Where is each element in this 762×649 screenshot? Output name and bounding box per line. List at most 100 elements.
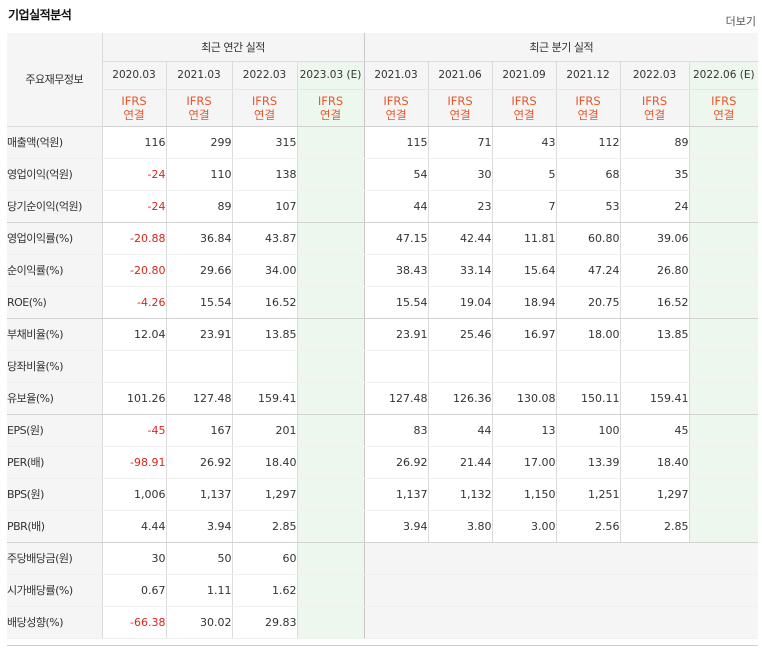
- quarter-period-header: 2021.12: [555, 61, 621, 90]
- annual-value-cell: 30: [101, 542, 166, 575]
- quarter-value-cell: [688, 254, 759, 287]
- quarter-value-cell: 13.39: [555, 446, 621, 479]
- quarter-value-cell: 16.52: [619, 286, 690, 319]
- annual-value-cell: -24: [101, 190, 166, 223]
- quarter-value-cell: 3.80: [427, 510, 493, 543]
- row-label: PER(배): [7, 446, 102, 479]
- accounting-standard-header: IFRS 연결: [491, 89, 557, 127]
- annual-value-cell: 1.62: [231, 574, 297, 607]
- quarter-value-cell: 45: [619, 414, 690, 447]
- quarter-value-cell: [688, 382, 759, 415]
- financial-table: 주요재무정보 최근 연간 실적 최근 분기 실적 2020.03 2021.03 2…: [7, 33, 759, 639]
- annual-value-cell: -24: [101, 158, 166, 191]
- quarter-empty-cell: [363, 542, 759, 575]
- quarter-value-cell: 159.41: [619, 382, 690, 415]
- quarter-value-cell: 44: [427, 414, 493, 447]
- consolidation-type: 연결: [643, 107, 666, 122]
- quarter-value-cell: 15.64: [491, 254, 557, 287]
- annual-value-cell: [296, 478, 365, 511]
- annual-value-cell: 299: [165, 126, 232, 159]
- accounting-standard: IFRS: [251, 93, 278, 108]
- quarter-value-cell: 3.94: [363, 510, 429, 543]
- consolidation-type: 연결: [513, 107, 535, 122]
- quarter-value-cell: 71: [427, 126, 493, 159]
- more-link[interactable]: 더보기: [725, 15, 756, 28]
- quarter-value-cell: 20.75: [555, 286, 621, 319]
- quarter-value-cell: 16.97: [491, 318, 557, 351]
- quarter-value-cell: 18.40: [619, 446, 690, 479]
- annual-value-cell: 30.02: [165, 606, 232, 639]
- annual-value-cell: [296, 542, 365, 575]
- consolidation-type: 연결: [188, 107, 210, 122]
- annual-value-cell: [296, 126, 365, 159]
- quarter-value-cell: 54: [363, 158, 429, 191]
- quarter-value-cell: 33.14: [427, 254, 493, 287]
- annual-value-cell: 1,297: [231, 478, 297, 511]
- row-label: 순이익률(%): [7, 254, 102, 287]
- quarter-value-cell: 126.36: [427, 382, 493, 415]
- consolidation-type: 연결: [713, 107, 735, 122]
- quarter-empty-cell: [363, 574, 759, 607]
- annual-value-cell: 315: [231, 126, 297, 159]
- quarter-value-cell: 115: [363, 126, 429, 159]
- accounting-standard-header: IFRS 연결: [231, 89, 297, 127]
- quarter-group-header: 최근 분기 실적: [363, 33, 759, 62]
- accounting-standard-header: IFRS 연결: [555, 89, 621, 127]
- quarter-value-cell: 3.00: [491, 510, 557, 543]
- accounting-standard: IFRS: [575, 93, 601, 108]
- accounting-standard: IFRS: [317, 93, 344, 108]
- quarter-value-cell: 13: [491, 414, 557, 447]
- annual-value-cell: 0.67: [101, 574, 166, 607]
- quarter-value-cell: [619, 350, 690, 383]
- quarter-value-cell: 1,297: [619, 478, 690, 511]
- row-label: 당기순이익(억원): [7, 190, 102, 223]
- quarter-value-cell: [688, 286, 759, 319]
- quarter-value-cell: [688, 318, 759, 351]
- annual-value-cell: 26.92: [165, 446, 232, 479]
- row-label: 배당성향(%): [7, 606, 102, 639]
- accounting-standard: IFRS: [186, 93, 212, 108]
- quarter-period-header: 2021.09: [491, 61, 557, 90]
- annual-value-cell: 1,137: [165, 478, 232, 511]
- quarter-value-cell: 130.08: [491, 382, 557, 415]
- annual-value-cell: 12.04: [101, 318, 166, 351]
- annual-value-cell: [165, 350, 232, 383]
- annual-value-cell: 34.00: [231, 254, 297, 287]
- annual-value-cell: -66.38: [101, 606, 166, 639]
- quarter-value-cell: 1,137: [363, 478, 429, 511]
- annual-value-cell: 36.84: [165, 222, 232, 255]
- quarter-value-cell: 127.48: [363, 382, 429, 415]
- annual-period-header: 2020.03: [101, 61, 166, 90]
- quarter-value-cell: 21.44: [427, 446, 493, 479]
- annual-value-cell: 13.85: [231, 318, 297, 351]
- quarter-value-cell: 44: [363, 190, 429, 223]
- accounting-standard: IFRS: [121, 93, 147, 108]
- table-row: 매출액(억원) 116 299 315 115 71 43 112 89: [7, 126, 759, 159]
- row-label: 매출액(억원): [7, 126, 102, 159]
- row-label: 주당배당금(원): [7, 542, 102, 575]
- quarter-value-cell: [688, 126, 759, 159]
- annual-value-cell: 107: [231, 190, 297, 223]
- quarter-value-cell: 47.15: [363, 222, 429, 255]
- annual-value-cell: [296, 414, 365, 447]
- annual-value-cell: 50: [165, 542, 232, 575]
- annual-value-cell: -98.91: [101, 446, 166, 479]
- quarter-value-cell: 38.43: [363, 254, 429, 287]
- quarter-value-cell: [555, 350, 621, 383]
- quarter-value-cell: 39.06: [619, 222, 690, 255]
- annual-value-cell: -45: [101, 414, 166, 447]
- row-label: 영업이익(억원): [7, 158, 102, 191]
- row-label: PBR(배): [7, 510, 102, 543]
- quarter-value-cell: [363, 350, 429, 383]
- quarter-value-cell: 24: [619, 190, 690, 223]
- annual-value-cell: 3.94: [165, 510, 232, 543]
- quarter-value-cell: 2.56: [555, 510, 621, 543]
- annual-value-cell: [296, 574, 365, 607]
- accounting-standard: IFRS: [383, 93, 409, 108]
- annual-value-cell: 29.66: [165, 254, 232, 287]
- quarter-value-cell: 68: [555, 158, 621, 191]
- table-row: 유보율(%) 101.26 127.48 159.41 127.48 126.36 130.…: [7, 382, 759, 415]
- row-label: EPS(원): [7, 414, 102, 447]
- quarter-value-cell: [688, 350, 759, 383]
